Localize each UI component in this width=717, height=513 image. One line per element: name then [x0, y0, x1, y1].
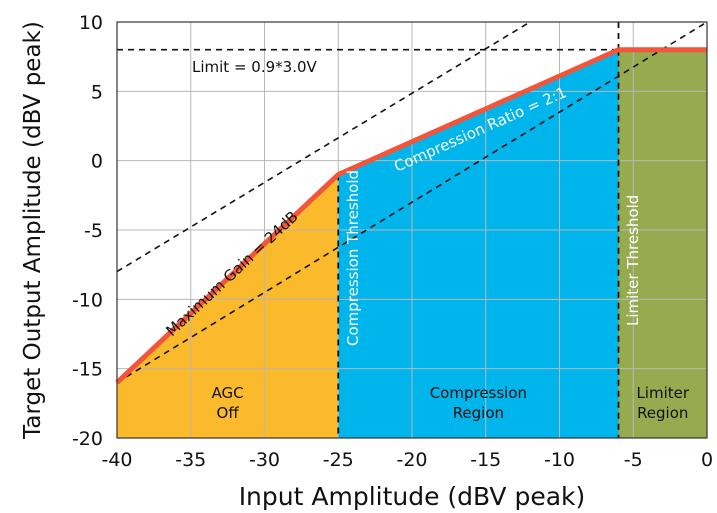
chart-threshold-lines: [337, 22, 620, 438]
y-tick-label: 10: [79, 12, 103, 34]
limit-annotation: Limit = 0.9*3.0V: [192, 58, 317, 76]
region-label: Limiter: [636, 384, 689, 402]
region-label: AGC: [212, 384, 244, 402]
x-tick-label: -35: [175, 449, 206, 471]
chart-regions: [117, 49, 707, 439]
x-tick-label: -40: [101, 449, 132, 471]
region-labels: AGC Off Compression Region Limiter Region: [212, 384, 690, 422]
region-label: Region: [637, 404, 688, 422]
x-tick-label: 0: [701, 449, 713, 471]
y-tick-label: -5: [84, 220, 103, 242]
reference-line: [117, 22, 707, 384]
x-tick-label: -10: [544, 449, 575, 471]
y-tick-labels: 10 5 0 -5 -10 -15 -20: [72, 12, 103, 450]
reference-line: [117, 22, 531, 273]
region-label: Compression: [430, 384, 527, 402]
x-tick-label: -30: [249, 449, 280, 471]
y-axis-title: Target Output Amplitude (dBV peak): [20, 21, 46, 440]
y-tick-label: 5: [91, 81, 103, 103]
chart-curve-layer: [115, 47, 707, 385]
plot-frame: [116, 21, 708, 439]
region-fill-2: [618, 49, 707, 438]
x-axis-title: Input Amplitude (dBV peak): [239, 482, 586, 511]
region-label: Off: [217, 404, 240, 422]
compression-threshold-annotation: Compression Threshold: [344, 170, 362, 346]
x-tick-label: -25: [323, 449, 354, 471]
region-fill-1: [338, 49, 619, 438]
x-tick-label: -5: [624, 449, 643, 471]
gain-curve: [115, 47, 707, 385]
y-tick-label: -10: [72, 289, 103, 311]
region-label: Region: [453, 404, 504, 422]
region-fill-0: [117, 174, 339, 439]
y-tick-label: -20: [72, 428, 103, 450]
x-tick-label: -20: [396, 449, 427, 471]
x-tick-labels: -40 -35 -30 -25 -20 -15 -10 -5 0: [101, 449, 713, 471]
limiter-threshold-annotation: Limiter Threshold: [624, 195, 642, 326]
y-tick-label: -15: [72, 359, 103, 381]
x-tick-label: -15: [470, 449, 501, 471]
y-tick-label: 0: [91, 151, 103, 173]
